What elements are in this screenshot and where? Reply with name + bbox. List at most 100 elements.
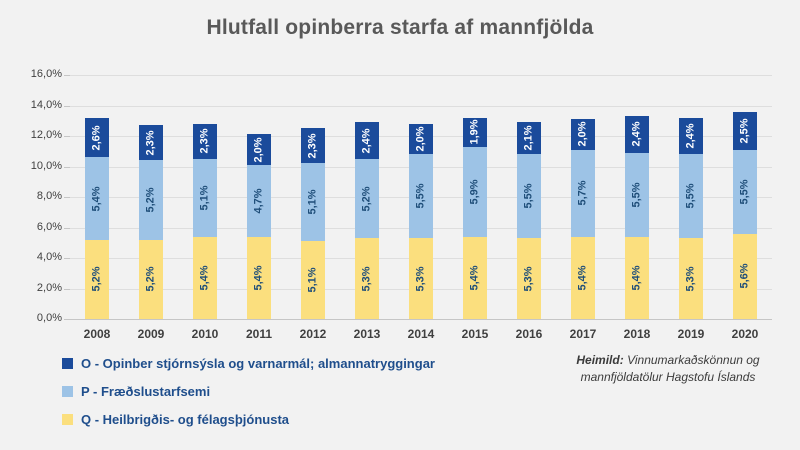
bar-segment-Q: 5,2%	[85, 239, 109, 319]
bar-segment-P: 5,5%	[679, 154, 703, 239]
bar-segment-P: 5,5%	[409, 154, 433, 239]
bar-segment-label: 2,5%	[739, 118, 752, 144]
bar-segment-P: 5,5%	[517, 154, 541, 239]
bar-segment-P: 5,1%	[193, 158, 217, 237]
bar-segment-label: 5,7%	[577, 180, 590, 206]
bar-segment-Q: 5,3%	[409, 238, 433, 319]
bar-segment-label: 5,4%	[91, 185, 104, 212]
source-note: Heimild: Vinnumarkaðskönnun og mannfjöld…	[550, 352, 786, 387]
bar-segment-O: 2,4%	[625, 116, 649, 153]
y-axis-label: 14,0%	[30, 98, 62, 111]
y-axis-label: 8,0%	[36, 190, 62, 202]
bar-segment-O: 2,6%	[85, 117, 109, 158]
chart-title: Hlutfall opinberra starfa af mannfjölda	[206, 16, 594, 39]
y-axis-tick	[64, 136, 70, 137]
bar-segment-label: 5,2%	[145, 187, 158, 213]
bar-segment-label: 5,6%	[739, 263, 752, 289]
bar-segment-P: 5,9%	[463, 146, 487, 237]
y-axis-tick	[64, 75, 70, 76]
bar-segment-Q: 5,2%	[139, 239, 163, 319]
bar-segment-label: 2,6%	[91, 124, 104, 151]
legend-item-Q: Q - Heilbrigðis- og félagsþjónusta	[62, 412, 435, 427]
bar-segment-O: 2,3%	[301, 128, 325, 164]
bar-segment-Q: 5,3%	[679, 238, 703, 319]
y-axis-label: 2,0%	[36, 281, 62, 294]
x-axis-label: 2009	[137, 327, 165, 341]
y-axis-tick	[64, 197, 70, 198]
bar-segment-Q: 5,1%	[301, 241, 325, 319]
bar-segment-label: 4,7%	[253, 188, 266, 214]
bar-segment-label: 2,3%	[145, 130, 158, 156]
bar-segment-Q: 5,4%	[247, 236, 271, 319]
bar-segment-O: 2,3%	[139, 125, 163, 161]
gridline	[70, 75, 772, 76]
source-label: Heimild:	[576, 353, 624, 367]
bar-segment-Q: 5,4%	[625, 236, 649, 319]
bar-segment-O: 2,3%	[193, 123, 217, 159]
bar-segment-label: 5,5%	[685, 183, 698, 209]
y-axis-label: 4,0%	[36, 251, 62, 263]
bar-segment-P: 5,2%	[355, 158, 379, 239]
bar-segment-label: 2,4%	[685, 123, 698, 149]
bar-segment-label: 5,9%	[469, 179, 482, 205]
x-axis-label: 2010	[191, 327, 219, 341]
bar-segment-label: 5,5%	[631, 182, 644, 208]
bar-segment-O: 2,0%	[409, 123, 433, 155]
legend-label: P - Fræðslustarfsemi	[81, 384, 211, 399]
y-axis-tick	[64, 319, 70, 320]
bar-segment-Q: 5,4%	[571, 236, 595, 319]
x-axis-label: 2013	[353, 327, 381, 341]
legend-item-P: P - Fræðslustarfsemi	[62, 384, 435, 399]
bar-segment-label: 5,3%	[685, 266, 698, 292]
bar-segment-P: 5,5%	[733, 149, 757, 234]
bar-segment-label: 5,5%	[739, 179, 752, 205]
legend-swatch	[62, 414, 73, 425]
y-axis-label: 6,0%	[36, 220, 62, 233]
bar-segment-P: 5,5%	[625, 152, 649, 237]
y-axis-tick	[64, 288, 70, 290]
x-axis-label: 2008	[83, 327, 111, 341]
bar-segment-O: 2,0%	[571, 119, 595, 150]
bar-segment-label: 5,4%	[199, 265, 212, 291]
bar-segment-label: 2,0%	[577, 121, 590, 148]
x-axis-label: 2018	[623, 327, 651, 341]
x-axis-label: 2017	[569, 327, 597, 341]
y-axis-label: 16,0%	[30, 68, 62, 80]
bar-segment-label: 2,4%	[631, 121, 644, 148]
bar-segment-label: 5,3%	[361, 266, 374, 292]
x-axis-label: 2011	[245, 327, 273, 341]
bar-segment-P: 5,4%	[85, 157, 109, 240]
bar-segment-P: 4,7%	[247, 164, 271, 237]
bar-segment-label: 2,1%	[523, 125, 536, 151]
bar-segment-label: 2,3%	[199, 128, 212, 154]
bar-segment-label: 2,4%	[361, 128, 374, 154]
legend-label: O - Opinber stjórnsýsla og varnarmál; al…	[81, 356, 435, 371]
bar-segment-label: 5,3%	[523, 266, 536, 292]
bar-segment-label: 5,4%	[631, 265, 644, 291]
bar-segment-Q: 5,4%	[463, 236, 487, 319]
bar-segment-label: 5,1%	[199, 185, 212, 211]
bar-segment-label: 5,2%	[91, 266, 104, 292]
bar-segment-label: 2,3%	[307, 133, 320, 159]
x-axis-label: 2015	[461, 327, 489, 341]
y-axis-label: 0,0%	[36, 312, 62, 324]
source-text: Vinnumarkaðskönnun og mannfjöldatölur Ha…	[580, 353, 760, 385]
y-axis-tick	[64, 227, 70, 229]
bar-segment-label: 5,2%	[145, 266, 158, 292]
y-axis-label: 12,0%	[30, 129, 62, 141]
bar-segment-label: 5,1%	[307, 267, 320, 293]
y-axis-tick	[64, 166, 70, 168]
x-axis-label: 2016	[515, 327, 543, 341]
bar-segment-O: 1,9%	[463, 117, 487, 147]
y-axis-label: 10,0%	[30, 159, 62, 172]
bar-segment-label: 5,4%	[577, 265, 590, 291]
bar-segment-label: 2,0%	[415, 126, 428, 152]
legend-item-O: O - Opinber stjórnsýsla og varnarmál; al…	[62, 356, 435, 371]
gridline	[70, 105, 772, 107]
x-axis-label: 2014	[407, 327, 435, 341]
bar-segment-O: 2,1%	[517, 122, 541, 155]
legend-label: Q - Heilbrigðis- og félagsþjónusta	[81, 412, 290, 427]
bar-segment-P: 5,1%	[301, 163, 325, 242]
bar-segment-label: 5,4%	[469, 265, 482, 291]
